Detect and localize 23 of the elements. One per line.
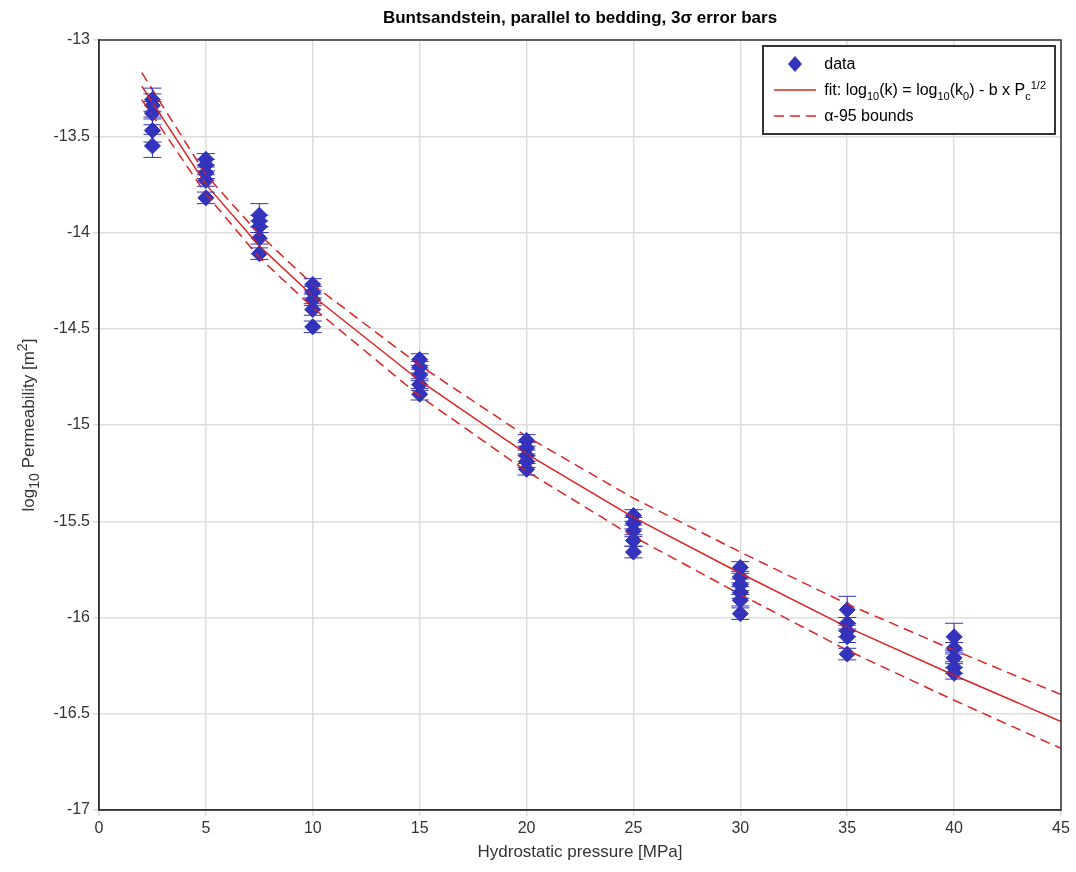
y-tick-label: -13 <box>66 30 91 48</box>
y-tick-label: -14 <box>66 222 91 240</box>
y-tick-label: -16.5 <box>53 704 91 722</box>
chart-title: Buntsandstein, parallel to bedding, 3σ error bars <box>381 8 779 28</box>
x-axis-title: Hydrostatic pressure [MPa] <box>476 842 684 862</box>
x-tick-label: 20 <box>517 819 536 837</box>
y-tick-label: -15.5 <box>53 511 91 529</box>
x-tick-label: 40 <box>945 819 964 837</box>
x-tick-label: 45 <box>1052 819 1070 837</box>
legend-label: α-95 bounds <box>824 107 914 125</box>
x-tick-label: 35 <box>838 819 857 837</box>
y-tick-label: -16 <box>66 607 91 625</box>
x-tick-label: 15 <box>410 819 429 837</box>
y-tick-label: -15 <box>66 415 91 433</box>
y-tick-label: -17 <box>66 800 91 818</box>
legend-label: data <box>824 55 856 73</box>
x-tick-label: 0 <box>94 819 104 837</box>
x-tick-label: 30 <box>731 819 750 837</box>
x-tick-label: 10 <box>303 819 322 837</box>
y-tick-label: -14.5 <box>53 319 91 337</box>
x-tick-label: 25 <box>624 819 643 837</box>
x-tick-label: 5 <box>201 819 211 837</box>
y-tick-label: -13.5 <box>53 126 91 144</box>
